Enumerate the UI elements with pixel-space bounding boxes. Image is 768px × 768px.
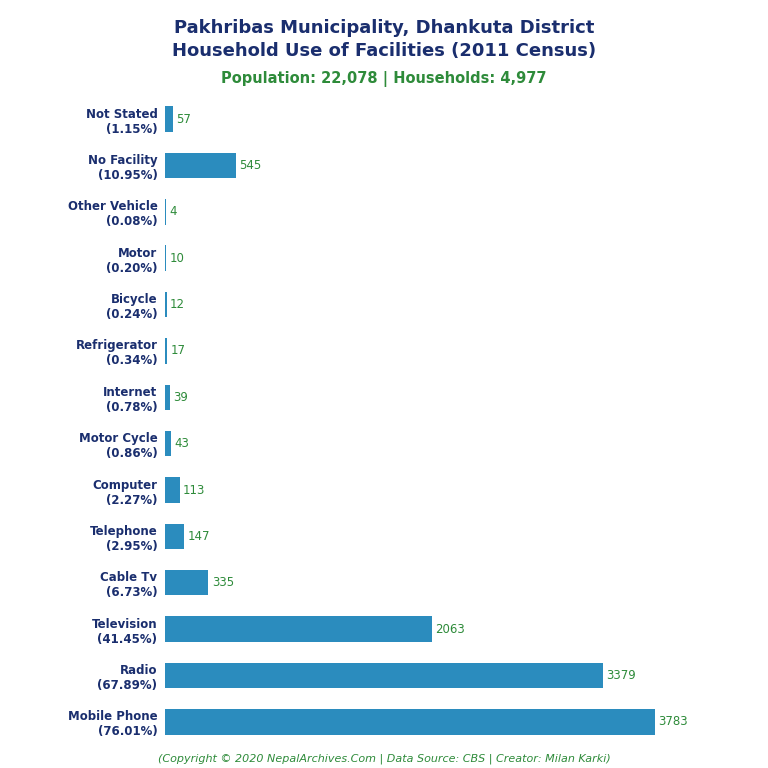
Bar — [165, 709, 655, 734]
Text: 2063: 2063 — [435, 623, 465, 636]
Text: (Copyright © 2020 NepalArchives.Com | Data Source: CBS | Creator: Milan Karki): (Copyright © 2020 NepalArchives.Com | Da… — [157, 753, 611, 764]
Bar — [165, 570, 208, 595]
Bar — [165, 385, 170, 410]
Bar — [165, 617, 432, 642]
Text: 113: 113 — [183, 484, 205, 496]
Text: 4: 4 — [169, 205, 177, 218]
Text: 39: 39 — [174, 391, 188, 404]
Text: 57: 57 — [176, 113, 190, 126]
Text: 545: 545 — [239, 159, 261, 172]
Bar — [165, 524, 184, 549]
Text: 3379: 3379 — [606, 669, 636, 682]
Bar — [165, 153, 236, 178]
Bar — [165, 107, 173, 132]
Bar — [165, 246, 167, 271]
Bar — [165, 292, 167, 317]
Text: Household Use of Facilities (2011 Census): Household Use of Facilities (2011 Census… — [172, 42, 596, 60]
Bar — [165, 338, 167, 364]
Text: 10: 10 — [170, 252, 184, 265]
Bar — [165, 431, 170, 456]
Text: Population: 22,078 | Households: 4,977: Population: 22,078 | Households: 4,977 — [221, 71, 547, 87]
Text: 3783: 3783 — [658, 715, 688, 728]
Text: 43: 43 — [174, 437, 189, 450]
Bar — [165, 477, 180, 503]
Text: Pakhribas Municipality, Dhankuta District: Pakhribas Municipality, Dhankuta Distric… — [174, 19, 594, 37]
Bar — [165, 663, 603, 688]
Text: 12: 12 — [170, 298, 185, 311]
Text: 17: 17 — [170, 345, 186, 357]
Text: 335: 335 — [212, 576, 234, 589]
Text: 147: 147 — [187, 530, 210, 543]
